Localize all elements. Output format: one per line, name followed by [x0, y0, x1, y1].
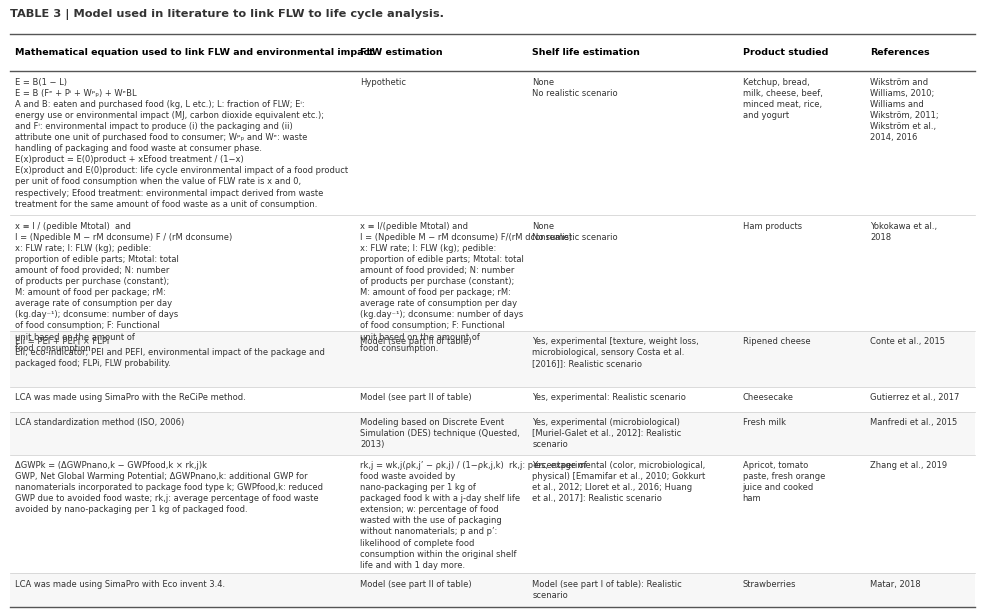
Text: Matar, 2018: Matar, 2018 — [870, 580, 921, 589]
Text: None
No realistic scenario: None No realistic scenario — [532, 77, 617, 98]
Text: Conte et al., 2015: Conte et al., 2015 — [870, 337, 945, 346]
Text: E = B(1 − L)
E = B (Fᵉ + Pⁱ + Wᵖₚ) + WᵉBL
A and B: eaten and purchased food (kg,: E = B(1 − L) E = B (Fᵉ + Pⁱ + Wᵖₚ) + WᵉB… — [15, 77, 348, 209]
Text: Mathematical equation used to link FLW and environmental impact: Mathematical equation used to link FLW a… — [15, 48, 374, 57]
Text: Ham products: Ham products — [742, 221, 802, 231]
Text: Yes, experimental [texture, weight loss,
microbiological, sensory Costa et al.
[: Yes, experimental [texture, weight loss,… — [532, 337, 699, 368]
Text: LCA was made using SimaPro with the ReCiPe method.: LCA was made using SimaPro with the ReCi… — [15, 393, 246, 401]
Text: FLW estimation: FLW estimation — [361, 48, 443, 57]
Text: Yokokawa et al.,
2018: Yokokawa et al., 2018 — [870, 221, 937, 242]
Bar — [10, 573, 975, 607]
Bar — [10, 387, 975, 412]
Text: Yes, experimental (color, microbiological,
physical) [Emamifar et al., 2010; Gok: Yes, experimental (color, microbiologica… — [532, 461, 706, 503]
Text: Product studied: Product studied — [742, 48, 828, 57]
Text: Yes, experimental (microbiological)
[Muriel-Galet et al., 2012]: Realistic
scena: Yes, experimental (microbiological) [Mur… — [532, 418, 681, 449]
Bar — [10, 331, 975, 387]
Text: Fresh milk: Fresh milk — [742, 418, 785, 427]
Text: x ≡ I / (ρedible Mtotal)  and
I = (Nρedible M − rM dconsume) F / (rM dconsume)
x: x ≡ I / (ρedible Mtotal) and I = (Nρedib… — [15, 221, 232, 353]
Text: Model (see part II of table): Model (see part II of table) — [361, 393, 472, 401]
Bar — [10, 455, 975, 573]
Text: Yes, experimental: Realistic scenario: Yes, experimental: Realistic scenario — [532, 393, 686, 401]
Bar — [10, 34, 975, 71]
Text: Shelf life estimation: Shelf life estimation — [532, 48, 640, 57]
Text: Model (see part II of table): Model (see part II of table) — [361, 337, 472, 346]
Text: Gutierrez et al., 2017: Gutierrez et al., 2017 — [870, 393, 959, 401]
Text: Apricot, tomato
paste, fresh orange
juice and cooked
ham: Apricot, tomato paste, fresh orange juic… — [742, 461, 825, 503]
Bar — [10, 412, 975, 455]
Text: References: References — [870, 48, 930, 57]
Text: Zhang et al., 2019: Zhang et al., 2019 — [870, 461, 948, 470]
Text: Wikström and
Williams, 2010;
Williams and
Wikström, 2011;
Wikström et al.,
2014,: Wikström and Williams, 2010; Williams an… — [870, 77, 939, 142]
Text: Cheesecake: Cheesecake — [742, 393, 793, 401]
Text: x ≡ I/(ρedible Mtotal) and
I = (Nρedible M − rM dconsume) F/(rM dconsume)
x: FLW: x ≡ I/(ρedible Mtotal) and I = (Nρedible… — [361, 221, 572, 353]
Bar — [10, 215, 975, 331]
Text: LCA standardization method (ISO, 2006): LCA standardization method (ISO, 2006) — [15, 418, 184, 427]
Text: EIi = PEI + PEFI × FLPi
EIi, eco-indicator; PEI and PEFI, environmental impact o: EIi = PEI + PEFI × FLPi EIi, eco-indicat… — [15, 337, 324, 368]
Text: Manfredi et al., 2015: Manfredi et al., 2015 — [870, 418, 957, 427]
Text: TABLE 3 | Model used in literature to link FLW to life cycle analysis.: TABLE 3 | Model used in literature to li… — [10, 9, 444, 20]
Text: rk,j = wk,j(ρk,j’ − ρk,j) / (1−ρk,j,k)  rk,j: percentage of
food waste avoided b: rk,j = wk,j(ρk,j’ − ρk,j) / (1−ρk,j,k) r… — [361, 461, 587, 570]
Text: Hypothetic: Hypothetic — [361, 77, 406, 87]
Text: None
No realistic scenario: None No realistic scenario — [532, 221, 617, 242]
Text: Modeling based on Discrete Event
Simulation (DES) technique (Quested,
2013): Modeling based on Discrete Event Simulat… — [361, 418, 520, 449]
Text: Ripened cheese: Ripened cheese — [742, 337, 810, 346]
Text: Strawberries: Strawberries — [742, 580, 796, 589]
Text: Model (see part I of table): Realistic
scenario: Model (see part I of table): Realistic s… — [532, 580, 682, 600]
Text: Ketchup, bread,
milk, cheese, beef,
minced meat, rice,
and yogurt: Ketchup, bread, milk, cheese, beef, minc… — [742, 77, 823, 120]
Text: Model (see part II of table): Model (see part II of table) — [361, 580, 472, 589]
Text: LCA was made using SimaPro with Eco invent 3.4.: LCA was made using SimaPro with Eco inve… — [15, 580, 225, 589]
Bar — [10, 71, 975, 215]
Text: ΔGWPk = (ΔGWPnano,k − GWPfood,k × rk,j)k
GWP, Net Global Warming Potential; ΔGWP: ΔGWPk = (ΔGWPnano,k − GWPfood,k × rk,j)k… — [15, 461, 322, 514]
